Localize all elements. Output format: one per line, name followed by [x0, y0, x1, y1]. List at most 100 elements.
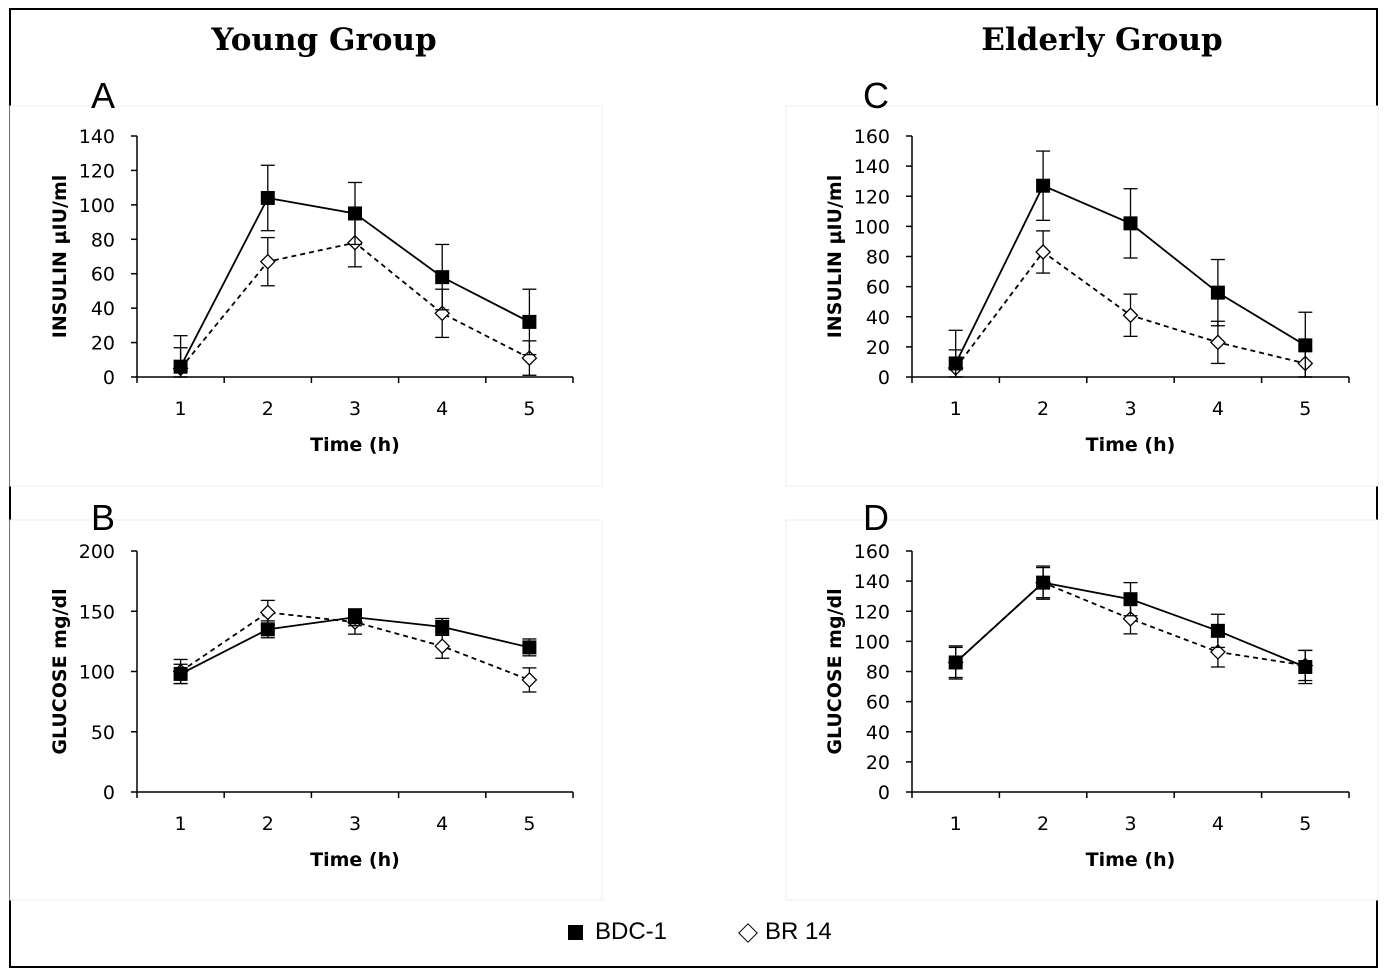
legend-br: BR 14	[738, 918, 832, 946]
x-tick-label: 3	[1124, 398, 1136, 420]
y-tick-label: 0	[103, 367, 115, 389]
y-axis-label: GLUCOSE mg/dl	[49, 588, 71, 754]
data-point-square	[948, 655, 963, 670]
data-point-square	[522, 314, 537, 329]
y-tick-label: 140	[79, 126, 115, 148]
legend-diamond-marker	[738, 922, 758, 943]
x-tick-label: 2	[262, 813, 274, 835]
y-tick-label: 0	[103, 782, 115, 804]
x-tick-label: 3	[1124, 813, 1136, 835]
panel-b: B 0 50 100 150 200 1 2 3 4 5 Time (h) GLUCOSE mg/dl	[49, 497, 574, 871]
data-point-square	[948, 356, 963, 371]
y-axis-label: GLUCOSE mg/dl	[824, 588, 846, 754]
data-point-square	[260, 190, 275, 205]
data-point-square	[1123, 592, 1138, 607]
y-axis-label: INSULIN µIU/ml	[824, 175, 846, 339]
data-point-diamond	[521, 672, 538, 688]
x-tick-label: 5	[523, 813, 535, 835]
panel-c-background	[785, 105, 1379, 487]
y-tick-label: 80	[866, 662, 890, 684]
x-tick-label: 2	[262, 398, 274, 420]
data-point-square	[1298, 659, 1313, 674]
data-point-diamond	[1209, 334, 1226, 351]
y-tick-label: 160	[854, 541, 890, 563]
panel-b-background	[9, 519, 603, 901]
y-tick-label: 100	[854, 631, 890, 653]
x-tick-label: 4	[1212, 398, 1224, 420]
series-bdc-1	[173, 164, 537, 378]
y-tick-label: 0	[878, 367, 890, 389]
series-bdc-1	[173, 608, 537, 685]
data-point-diamond	[1122, 307, 1139, 324]
x-tick-label: 2	[1037, 813, 1049, 835]
y-tick-label: 20	[866, 752, 890, 774]
y-tick-label: 80	[866, 247, 890, 269]
panel-a-background	[9, 105, 603, 487]
x-tick-label: 5	[523, 398, 535, 420]
y-tick-label: 20	[866, 337, 890, 359]
y-tick-label: 100	[854, 216, 890, 238]
y-tick-label: 120	[854, 186, 890, 208]
x-tick-label: 4	[1212, 813, 1224, 835]
data-point-square	[435, 270, 450, 285]
data-point-square	[173, 666, 188, 681]
y-tick-label: 40	[866, 722, 890, 744]
elderly-group-title: Elderly Group	[981, 22, 1223, 58]
y-tick-label: 20	[91, 333, 115, 355]
legend-square-marker	[568, 925, 583, 941]
y-tick-label: 60	[866, 692, 890, 714]
y-tick-label: 40	[866, 307, 890, 329]
y-tick-label: 120	[79, 160, 115, 182]
data-point-diamond	[259, 253, 276, 270]
x-axis-label: Time (h)	[310, 849, 400, 871]
data-point-diamond	[259, 604, 276, 621]
data-point-square	[522, 640, 537, 655]
series-bdc-1	[948, 150, 1313, 378]
y-tick-label: 100	[79, 195, 115, 217]
data-point-diamond	[434, 638, 451, 655]
y-tick-label: 160	[854, 126, 890, 148]
x-axis-label: Time (h)	[1086, 849, 1176, 871]
data-point-square	[1036, 178, 1051, 193]
y-tick-label: 100	[79, 662, 115, 684]
y-tick-label: 0	[878, 782, 890, 804]
data-point-square	[173, 359, 188, 374]
y-tick-label: 140	[854, 571, 890, 593]
data-point-square	[348, 610, 362, 625]
y-tick-label: 200	[79, 541, 115, 563]
legend-bdc: BDC-1	[568, 918, 667, 946]
young-group-title: Young Group	[211, 22, 437, 58]
x-tick-label: 3	[349, 398, 361, 420]
x-tick-label: 1	[175, 813, 187, 835]
x-tick-label: 5	[1299, 398, 1311, 420]
legend-bdc-label: BDC-1	[595, 918, 668, 945]
data-point-square	[1123, 216, 1138, 231]
x-axis-label: Time (h)	[310, 434, 400, 456]
x-tick-label: 4	[436, 813, 448, 835]
x-tick-label: 2	[1037, 398, 1049, 420]
x-tick-label: 1	[175, 398, 187, 420]
panel-letter: B	[91, 497, 115, 538]
x-tick-label: 5	[1299, 813, 1311, 835]
data-point-square	[1210, 623, 1225, 638]
y-axis-label: INSULIN µIU/ml	[49, 175, 71, 339]
panel-a: A 0 20 40 60 80 100 120 140 1 2 3 4 5 Time (h) INSULIN …	[49, 75, 574, 456]
x-tick-label: 1	[950, 813, 962, 835]
data-point-square	[1036, 575, 1051, 590]
data-point-square	[260, 622, 275, 637]
data-point-square	[1210, 285, 1225, 300]
panel-d-background	[785, 519, 1379, 901]
x-tick-label: 4	[436, 398, 448, 420]
data-point-square	[435, 619, 450, 634]
data-point-square	[348, 206, 362, 221]
data-point-diamond	[1209, 643, 1226, 660]
x-tick-label: 1	[950, 398, 962, 420]
panel-c: C 0 20 40 60 80 100 120 140 160 1 2 3 4 5 Time (h) INSUL…	[824, 75, 1350, 456]
y-tick-label: 80	[91, 229, 115, 251]
panel-letter: C	[863, 75, 889, 116]
y-tick-label: 50	[91, 722, 115, 744]
y-tick-label: 40	[91, 298, 115, 320]
panel-letter: A	[91, 75, 115, 116]
x-tick-label: 3	[349, 813, 361, 835]
